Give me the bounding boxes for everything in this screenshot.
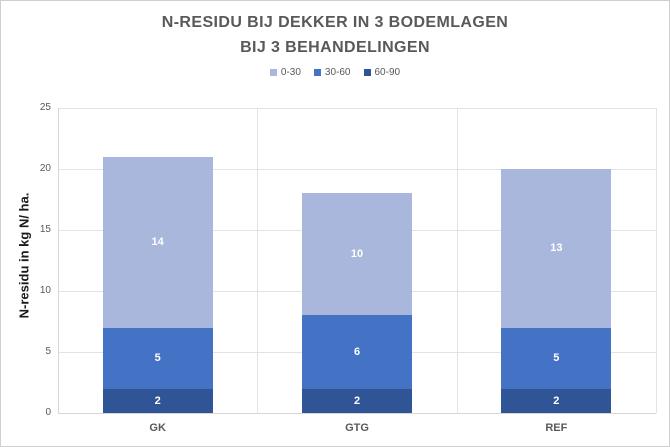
bar-segment-30-60-GTG: 6 xyxy=(302,315,412,389)
bar-segment-60-90-GK: 2 xyxy=(102,388,213,413)
bar-value-label: 6 xyxy=(353,345,361,358)
bar-segment-0-30-REF: 13 xyxy=(501,169,612,328)
category-separator-line xyxy=(656,108,657,413)
y-tick-label: 0 xyxy=(45,407,51,418)
bar-value-label: 5 xyxy=(154,352,161,365)
legend-swatch-icon xyxy=(363,69,371,76)
category-separator-line xyxy=(456,108,458,413)
y-tick-label: 5 xyxy=(45,346,51,357)
y-axis-title: N-residu in kg N/ ha. xyxy=(16,192,32,319)
y-tick-label: 15 xyxy=(39,224,51,235)
gridline-horizontal xyxy=(58,107,656,109)
chart-title-line2: BIJ 3 BEHANDELINGEN xyxy=(240,39,430,56)
x-axis-label-GK: GK xyxy=(149,422,166,434)
bar-segment-60-90-REF: 2 xyxy=(501,388,612,413)
legend-item-30-60: 30-60 xyxy=(313,67,351,78)
legend-swatch-icon xyxy=(313,69,321,76)
bar-segment-60-90-GTG: 2 xyxy=(302,388,412,413)
legend-label: 0-30 xyxy=(280,67,301,78)
category-separator-line xyxy=(257,108,259,413)
x-axis-label-GTG: GTG xyxy=(345,422,369,434)
bar-value-label: 13 xyxy=(550,242,563,255)
gridline-horizontal xyxy=(58,168,656,170)
bar-value-label: 10 xyxy=(350,248,364,261)
legend-label: 30-60 xyxy=(324,67,351,78)
chart-legend: 0-30 30-60 60-90 xyxy=(1,67,669,78)
bar-value-label: 2 xyxy=(353,394,361,407)
legend-swatch-icon xyxy=(269,69,277,76)
bar-segment-30-60-GK: 5 xyxy=(102,327,213,389)
y-tick-label: 25 xyxy=(39,102,51,113)
y-axis-line xyxy=(58,108,59,413)
bar-segment-0-30-GK: 14 xyxy=(102,156,213,328)
bar-segment-30-60-REF: 5 xyxy=(501,327,612,389)
bar-value-label: 14 xyxy=(151,236,164,249)
x-axis-line xyxy=(58,413,656,414)
legend-item-60-90: 60-90 xyxy=(363,67,401,78)
bar-value-label: 5 xyxy=(553,352,560,365)
chart-title-line1: N-RESIDU BIJ DEKKER IN 3 BODEMLAGEN xyxy=(161,14,509,31)
legend-label: 60-90 xyxy=(374,67,401,78)
bar-value-label: 2 xyxy=(553,394,560,407)
bar-segment-0-30-GTG: 10 xyxy=(302,193,412,316)
y-tick-label: 20 xyxy=(39,163,51,174)
x-axis-label-REF: REF xyxy=(545,422,568,434)
chart-title: N-RESIDU BIJ DEKKER IN 3 BODEMLAGEN BIJ … xyxy=(1,10,669,60)
bar-value-label: 2 xyxy=(154,394,161,407)
y-tick-label: 10 xyxy=(39,285,51,296)
legend-item-0-30: 0-30 xyxy=(269,67,301,78)
